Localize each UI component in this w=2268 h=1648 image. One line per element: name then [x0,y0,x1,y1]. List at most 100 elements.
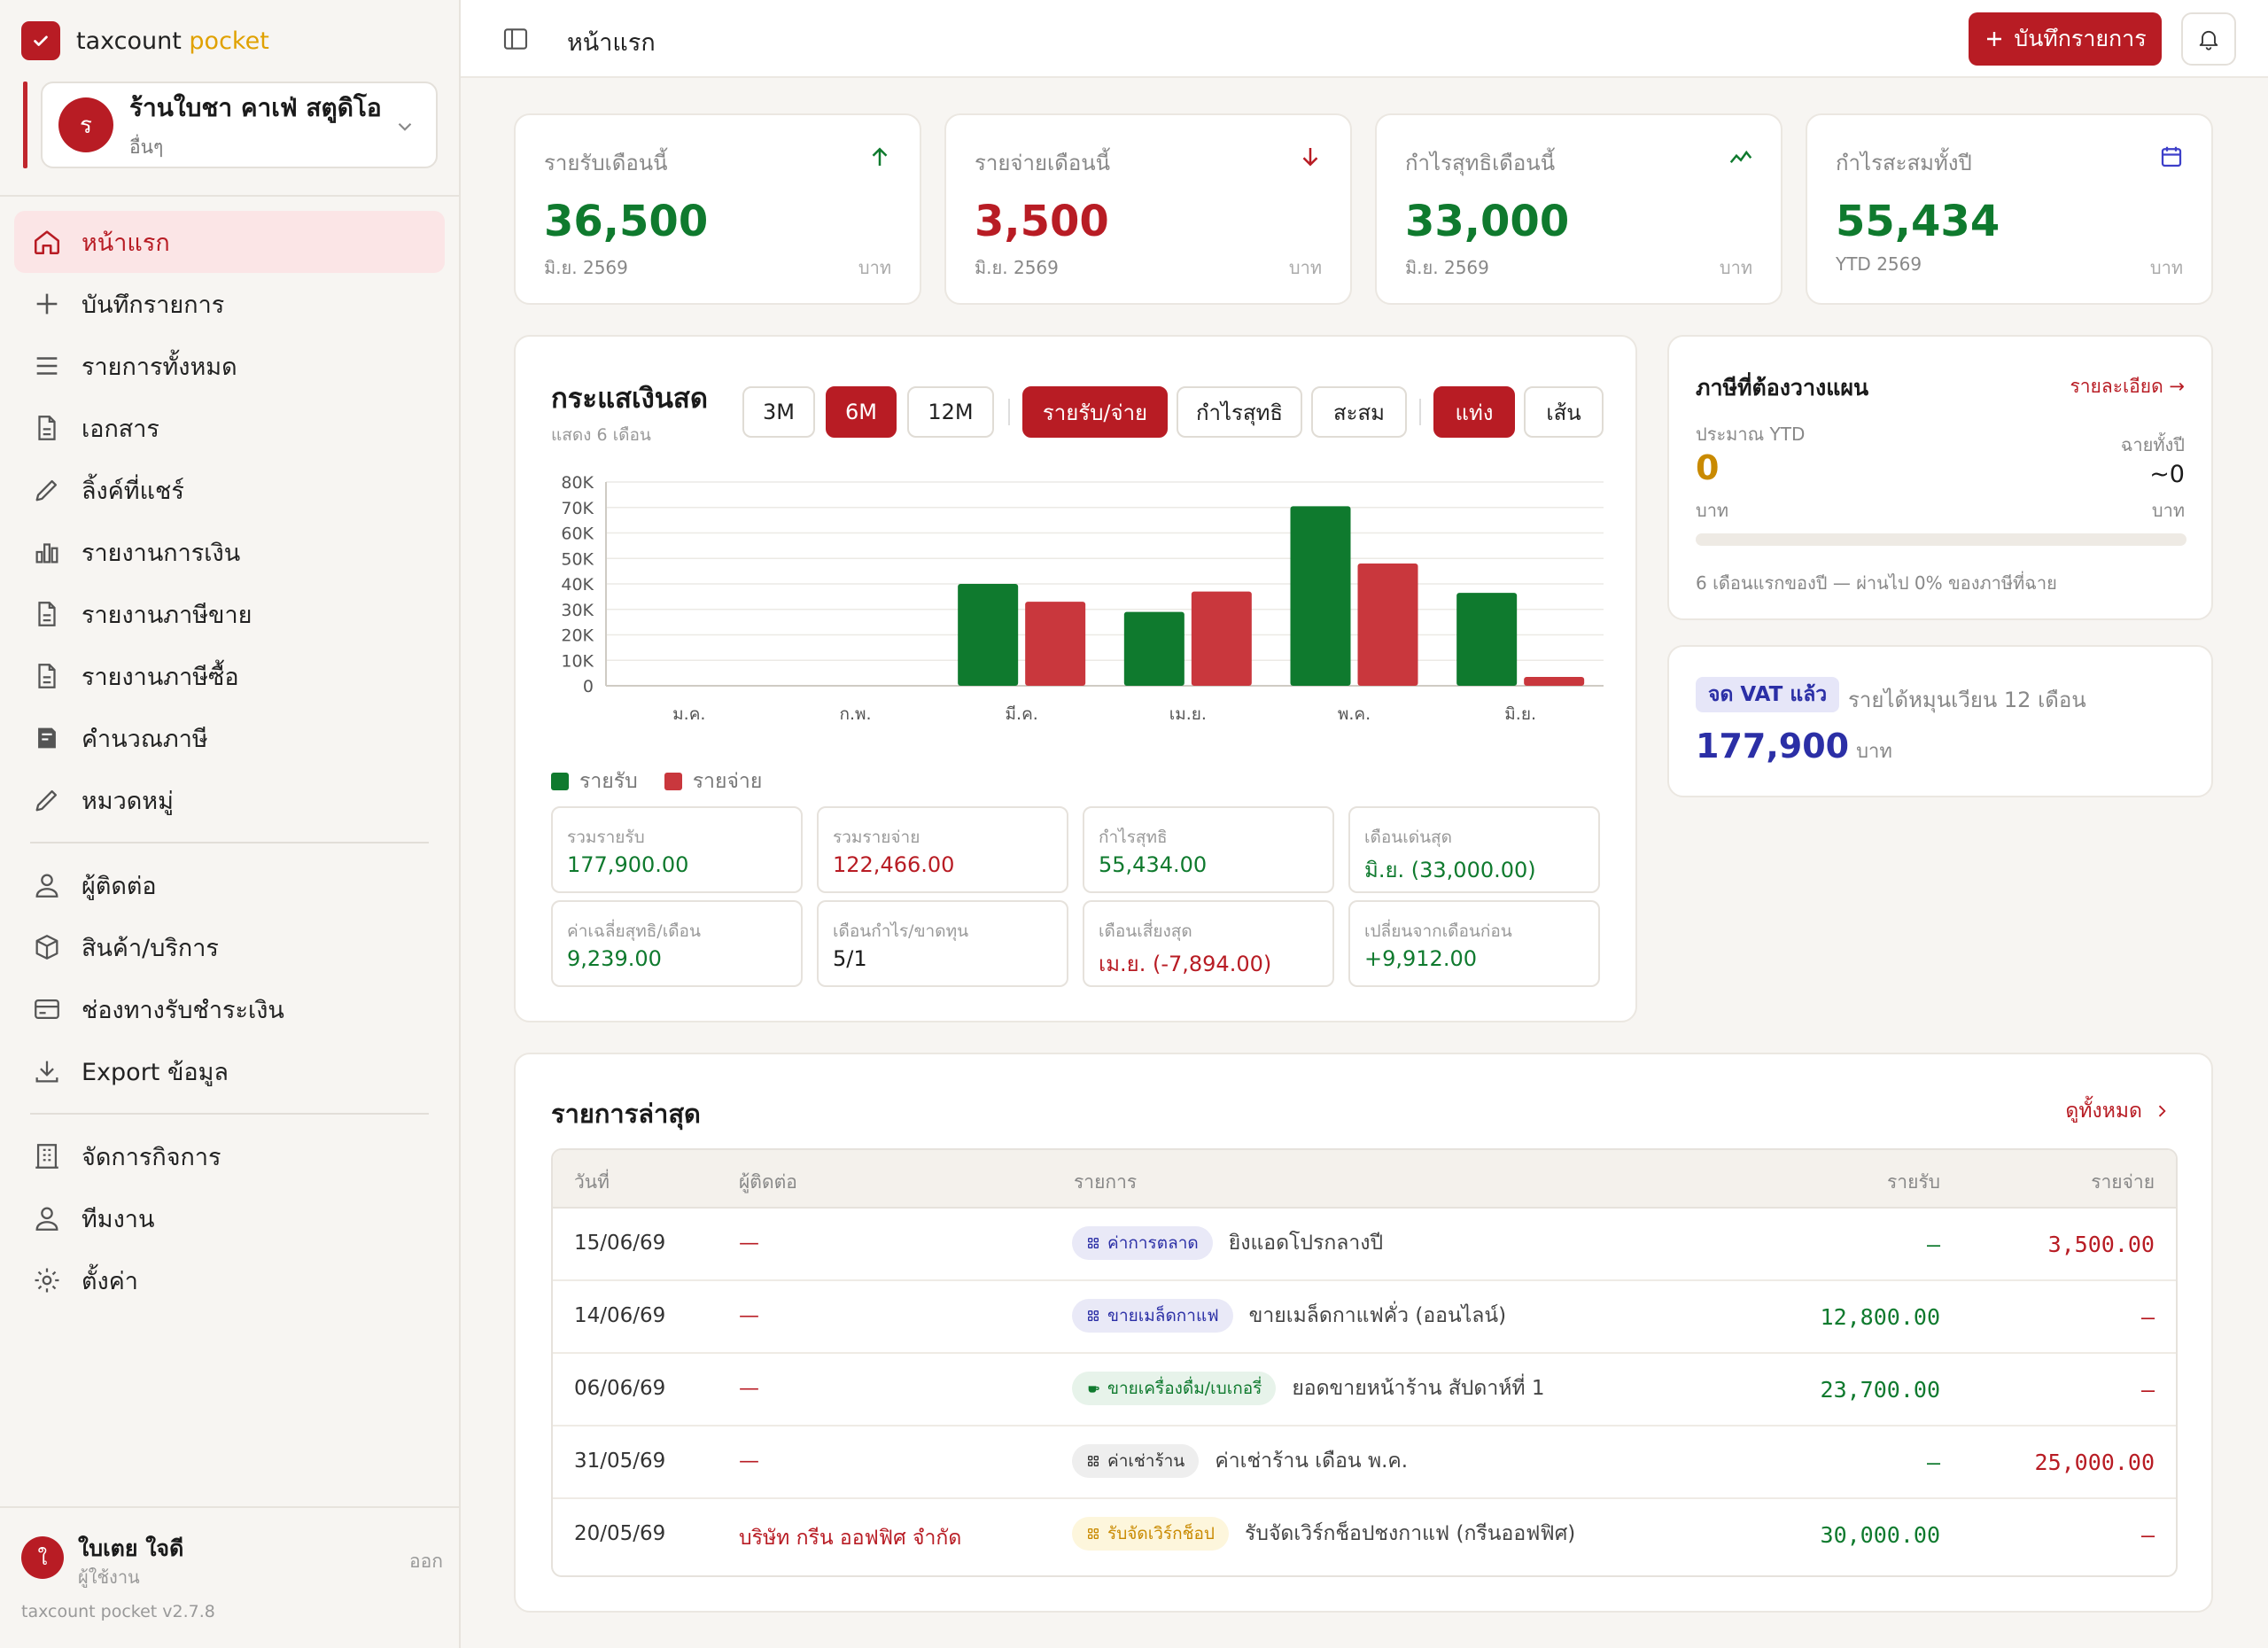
file-icon [38,602,56,626]
stat-label: กำไรสะสมทั้งปี [1836,151,1972,175]
summary-value: 177,900.00 [567,852,689,877]
stat-unit: บาท [858,257,891,278]
tax-details-link[interactable]: รายละเอียด → [2070,376,2185,397]
mode-net-profit-button[interactable]: กำไรสุทธิ [1177,386,1302,438]
list-icon [36,357,58,375]
table-row[interactable]: 06/06/69 — ขายเครื่องดื่ม/เบเกอรี่ ยอดขายหน… [553,1354,2176,1426]
style-line-button[interactable]: เส้น [1524,386,1604,438]
chart-legend: รายรับ รายจ่าย [551,766,762,797]
stat-value: 55,434 [1836,197,2000,246]
sidebar-item-home[interactable]: หน้าแรก [14,211,445,273]
business-switcher[interactable]: ร ร้านใบชา คาเฟ่ สตูดิโอ อื่นๆ [23,82,438,168]
row-expense: — [2140,1377,2155,1403]
sidebar-toggle-icon[interactable] [501,25,530,53]
table-row[interactable]: 20/05/69 บริษัท กรีน ออฟฟิศ จำกัด รับจัดเว… [553,1499,2176,1572]
row-contact[interactable]: — [739,1450,759,1473]
stat-card-expense: รายจ่ายเดือนนี้ 3,500 มิ.ย. 2569 บาท [944,113,1352,305]
legend-item-income[interactable]: รายรับ [551,766,638,797]
row-income: 12,800.00 [1820,1304,1940,1330]
sidebar-item-purchase-tax-report[interactable]: รายงานภาษีซื้อ [14,645,445,707]
y-tick-label: 30K [561,601,594,620]
view-all-link[interactable]: ดูทั้งหมด [2065,1095,2171,1127]
sidebar-item-export[interactable]: Export ข้อมูล [14,1040,445,1102]
sidebar-item-label: หน้าแรก [82,229,170,257]
summary-stat: เดือนเสี่ยงสุด เม.ย. (-7,894.00) [1083,900,1334,987]
sidebar-item-add-record[interactable]: บันทึกรายการ [14,273,445,335]
add-record-button[interactable]: บันทึกรายการ [1969,12,2162,66]
row-contact[interactable]: — [739,1304,759,1327]
cashflow-subtitle: แสดง 6 เดือน [551,425,651,445]
sidebar-item-payment-channels[interactable]: ช่องทางรับชำระเงิน [14,978,445,1040]
sidebar-item-manage-business[interactable]: จัดการกิจการ [14,1125,445,1187]
transactions-title: รายการล่าสุด [551,1099,701,1129]
row-expense: — [2140,1522,2155,1548]
bar-income [1456,593,1518,686]
range-3m-button[interactable]: 3M [742,386,815,438]
sidebar-item-label: รายการทั้งหมด [82,353,237,381]
sidebar-nav: หน้าแรก บันทึกรายการ รายการทั้งหมด เอกสา… [14,211,445,1311]
legend-item-expense[interactable]: รายจ่าย [664,766,762,797]
sidebar-item-sales-tax-report[interactable]: รายงานภาษีขาย [14,583,445,645]
row-description: ค่าเช่าร้าน เดือน พ.ค. [1215,1450,1409,1473]
sidebar-divider [0,1506,461,1508]
nav-divider [30,842,429,843]
notifications-button[interactable] [2181,12,2236,66]
row-date: 20/05/69 [574,1522,666,1545]
topbar: หน้าแรก บันทึกรายการ [461,0,2268,78]
sidebar-item-tax-calculator[interactable]: คำนวณภาษี [14,707,445,769]
row-item: ขายเครื่องดื่ม/เบเกอรี่ ยอดขายหน้าร้าน สั… [1072,1372,1545,1405]
sidebar-item-financial-report[interactable]: รายงานการเงิน [14,521,445,583]
sidebar-item-label: จัดการกิจการ [82,1143,221,1171]
row-expense: 3,500.00 [2047,1232,2155,1257]
row-expense: 25,000.00 [2034,1450,2155,1475]
summary-label: เดือนกำไร/ขาดทุน [833,921,969,941]
style-bar-button[interactable]: แท่ง [1433,386,1515,438]
row-contact[interactable]: บริษัท กรีน ออฟฟิศ จำกัด [739,1527,962,1550]
range-12m-button[interactable]: 12M [907,386,994,438]
main-content: รายรับเดือนนี้ 36,500 มิ.ย. 2569 บาท ราย… [461,78,2268,1648]
col-income: รายรับ [1887,1171,1940,1193]
sidebar-item-all-records[interactable]: รายการทั้งหมด [14,335,445,397]
summary-stat: ค่าเฉลี่ยสุทธิ/เดือน 9,239.00 [551,900,803,987]
table-row[interactable]: 15/06/69 — ค่าการตลาด ยิงแอดโปรกลางปี — 3,500… [553,1209,2176,1281]
nav-divider [30,1113,429,1115]
summary-label: รวมรายจ่าย [833,828,920,847]
sidebar-item-products[interactable]: สินค้า/บริการ [14,916,445,978]
summary-label: รวมรายรับ [567,828,645,847]
pencil-icon [35,789,58,812]
stat-card-ytd-profit: กำไรสะสมทั้งปี 55,434 YTD 2569 บาท [1806,113,2213,305]
sidebar-item-shared-links[interactable]: ลิ้งค์ที่แชร์ [14,459,445,521]
business-avatar: ร [58,97,113,152]
sidebar-item-label: ช่องทางรับชำระเงิน [82,996,284,1024]
logout-button[interactable]: ออก [409,1551,443,1572]
bar-expense [1025,602,1086,686]
vat-status-badge: จด VAT แล้ว [1696,677,1840,712]
range-6m-button[interactable]: 6M [826,386,897,438]
stat-period: YTD 2569 [1836,253,1922,275]
mode-cumulative-button[interactable]: สะสม [1311,386,1407,438]
brand[interactable]: taxcount pocket [21,21,269,60]
user-icon [35,874,58,898]
plus-icon [36,293,58,315]
row-contact[interactable]: — [739,1377,759,1400]
avatar[interactable]: ใ [21,1536,64,1579]
table-row[interactable]: 31/05/69 — ค่าเช่าร้าน ค่าเช่าร้าน เดือน พ.… [553,1426,2176,1499]
row-contact[interactable]: — [739,1232,759,1255]
summary-label: ค่าเฉลี่ยสุทธิ/เดือน [567,921,701,941]
row-income: 23,700.00 [1820,1377,1940,1403]
grid-icon [1088,1528,1099,1539]
table-row[interactable]: 14/06/69 — ขายเมล็ดกาแฟ ขายเมล็ดกาแฟคั่ว (อ… [553,1281,2176,1354]
file-icon [38,664,56,688]
x-tick-label: ก.พ. [839,704,871,724]
sidebar-item-categories[interactable]: หมวดหมู่ [14,769,445,831]
summary-stat: กำไรสุทธิ 55,434.00 [1083,806,1334,893]
sidebar-item-team[interactable]: ทีมงาน [14,1187,445,1249]
sidebar-item-label: รายงานภาษีขาย [82,601,252,629]
mode-income-expense-button[interactable]: รายรับ/จ่าย [1022,386,1168,438]
y-tick-label: 0 [583,677,594,696]
row-expense: — [2140,1304,2155,1330]
sidebar-item-contacts[interactable]: ผู้ติดต่อ [14,854,445,916]
col-contact: ผู้ติดต่อ [739,1171,797,1193]
sidebar-item-settings[interactable]: ตั้งค่า [14,1249,445,1311]
sidebar-item-documents[interactable]: เอกสาร [14,397,445,459]
